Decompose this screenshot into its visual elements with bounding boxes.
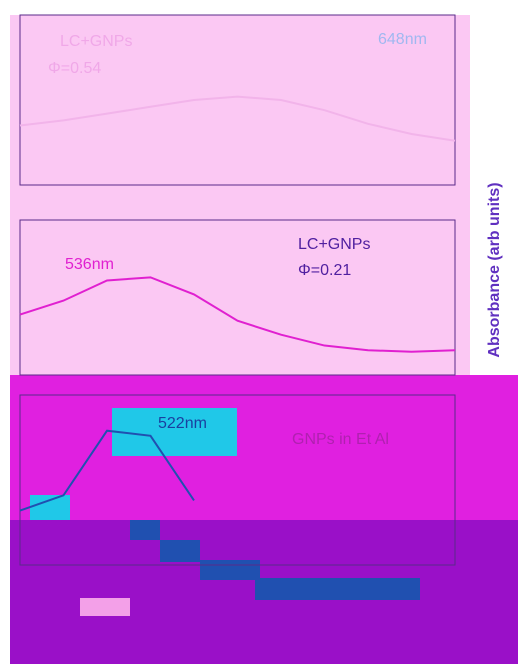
curve [19,95,456,142]
block [130,520,160,540]
curve [19,276,456,353]
panel-frame [19,14,456,186]
annotation: 648nm [378,31,427,48]
annotation: 522nm [158,415,207,432]
annotation: 536nm [65,256,114,273]
band [10,375,518,520]
annotation: LC+GNPs [60,33,132,50]
annotation: Φ=0.54 [48,60,101,77]
y-axis-label: Absorbance (arb units) [486,182,503,357]
curve [19,429,195,512]
annotation: GNPs in Et Al [292,431,389,448]
block [200,560,260,580]
block [255,578,420,600]
panel-frame [19,219,456,376]
panel-background [10,15,470,375]
block [160,540,200,562]
panel-frame [19,394,456,566]
block [80,598,130,616]
highlight [30,495,70,520]
highlight [112,408,237,456]
annotation: Φ=0.21 [298,262,351,279]
annotation: LC+GNPs [298,236,370,253]
